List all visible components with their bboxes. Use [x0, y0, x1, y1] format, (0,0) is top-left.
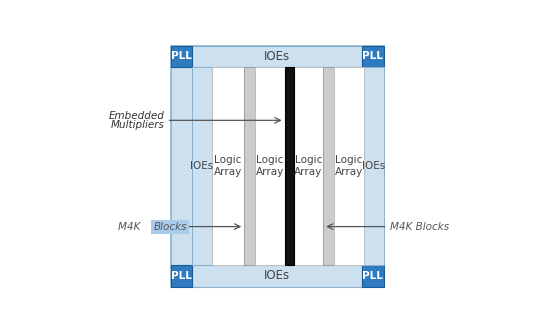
FancyBboxPatch shape — [362, 46, 384, 67]
FancyBboxPatch shape — [212, 67, 244, 265]
FancyBboxPatch shape — [285, 67, 294, 265]
Text: PLL: PLL — [171, 51, 192, 62]
Text: Multipliers: Multipliers — [111, 120, 164, 130]
Text: Embedded: Embedded — [109, 111, 164, 121]
Text: M4K Blocks: M4K Blocks — [390, 222, 449, 232]
Text: IOEs: IOEs — [264, 269, 290, 282]
FancyBboxPatch shape — [192, 46, 362, 67]
FancyBboxPatch shape — [323, 67, 334, 265]
FancyBboxPatch shape — [171, 46, 192, 67]
Text: Logic
Array: Logic Array — [214, 155, 242, 177]
FancyBboxPatch shape — [244, 67, 255, 265]
FancyBboxPatch shape — [171, 46, 384, 287]
Text: IOEs: IOEs — [362, 161, 385, 171]
FancyBboxPatch shape — [363, 67, 384, 265]
FancyBboxPatch shape — [192, 67, 384, 265]
FancyBboxPatch shape — [255, 67, 285, 265]
Text: IOEs: IOEs — [264, 50, 290, 63]
Text: M4K: M4K — [118, 222, 144, 232]
Text: Logic
Array: Logic Array — [294, 155, 323, 177]
Text: Blocks: Blocks — [153, 222, 187, 232]
Text: PLL: PLL — [362, 271, 383, 281]
Text: IOEs: IOEs — [190, 161, 214, 171]
FancyBboxPatch shape — [171, 265, 192, 287]
FancyBboxPatch shape — [362, 265, 384, 287]
FancyBboxPatch shape — [192, 67, 212, 265]
Text: PLL: PLL — [362, 51, 383, 62]
Text: Logic
Array: Logic Array — [335, 155, 363, 177]
FancyBboxPatch shape — [334, 67, 363, 265]
FancyBboxPatch shape — [294, 67, 323, 265]
FancyBboxPatch shape — [192, 265, 362, 287]
Text: PLL: PLL — [171, 271, 192, 281]
Text: Logic
Array: Logic Array — [255, 155, 284, 177]
